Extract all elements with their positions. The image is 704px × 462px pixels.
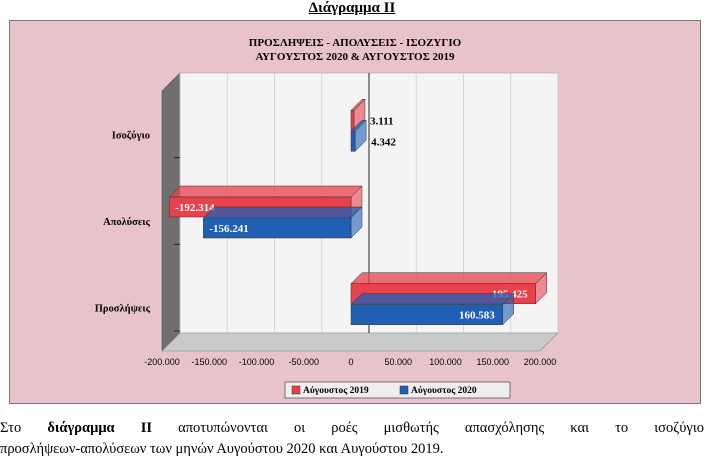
- chart-frame: ΠΡΟΣΛΗΨΕΙΣ - ΑΠΟΛΥΣΕΙΣ - ΙΣΟΖΥΓΙΟ ΑΥΓΟΥΣΤ…: [9, 20, 701, 404]
- legend-label: Αύγουστος 2019: [303, 385, 369, 396]
- legend-swatch: [399, 385, 409, 395]
- caption-line-1: Στο διάγραμμα ΙΙ αποτυπώνονται οι ροές μ…: [0, 418, 704, 439]
- bar-2020-top: [350, 293, 515, 305]
- category-label: Προσλήψεις: [95, 303, 151, 315]
- x-tick-label: 100.000: [429, 357, 462, 367]
- x-tick-label: -100.000: [239, 357, 275, 367]
- bar-2020-front: [350, 131, 356, 152]
- x-tick-label: 150.000: [476, 357, 509, 367]
- category-label: Απολύσεις: [103, 217, 150, 228]
- figure-caption: Στο διάγραμμα ΙΙ αποτυπώνονται οι ροές μ…: [0, 418, 704, 460]
- category-label: Ισοζύγιο: [112, 130, 150, 141]
- chart-title-line-1: ΠΡΟΣΛΗΨΕΙΣ - ΑΠΟΛΥΣΕΙΣ - ΙΣΟΖΥΓΙΟ: [249, 37, 462, 49]
- data-label: -192.314: [175, 202, 215, 214]
- chart: ΠΡΟΣΛΗΨΕΙΣ - ΑΠΟΛΥΣΕΙΣ - ΙΣΟΖΥΓΙΟ ΑΥΓΟΥΣΤ…: [95, 37, 559, 399]
- bar-2020: [202, 206, 363, 239]
- bar-2020: [350, 119, 367, 152]
- legend: Αύγουστος 2019 Αύγουστος 2020: [284, 381, 511, 399]
- x-tick-label: 0: [348, 357, 353, 367]
- bar-2019-front: [350, 110, 355, 131]
- plot-floor: [161, 332, 559, 352]
- bar-2019-top: [350, 272, 548, 284]
- bar-2020-top: [202, 206, 363, 219]
- bar-2020-front: [350, 304, 504, 325]
- caption-bold: διάγραμμα ΙΙ: [47, 420, 153, 436]
- caption-line1-rest: αποτυπώνονται οι ροές μισθωτής απασχόλησ…: [152, 420, 704, 436]
- bar-2020-front: [203, 217, 352, 239]
- x-tick-label: 200.000: [524, 357, 557, 367]
- data-label: 3.111: [370, 115, 394, 127]
- bar-2020: [350, 293, 515, 326]
- data-label: 4.342: [371, 136, 396, 148]
- chart-title-line-2: ΑΥΓΟΥΣΤΟΣ 2020 & ΑΥΓΟΥΣΤΟΣ 2019: [255, 51, 455, 63]
- caption-prefix: Στο: [0, 420, 48, 436]
- bar-2019-top: [168, 185, 363, 198]
- caption-line-2: προσλήψεων-απολύσεων των μηνών Αυγούστου…: [0, 441, 444, 457]
- x-tick-label: 50.000: [384, 357, 412, 367]
- x-tick-label: -50.000: [288, 357, 319, 367]
- x-tick-label: -150.000: [191, 357, 227, 367]
- legend-box: [284, 381, 511, 399]
- data-label: -156.241: [209, 223, 248, 235]
- legend-label: Αύγουστος 2020: [411, 385, 477, 396]
- legend-swatch: [291, 385, 301, 395]
- data-label: 160.583: [459, 310, 495, 322]
- x-tick-label: -200.000: [144, 357, 180, 367]
- figure-heading: Διάγραμμα ΙΙ: [308, 0, 396, 16]
